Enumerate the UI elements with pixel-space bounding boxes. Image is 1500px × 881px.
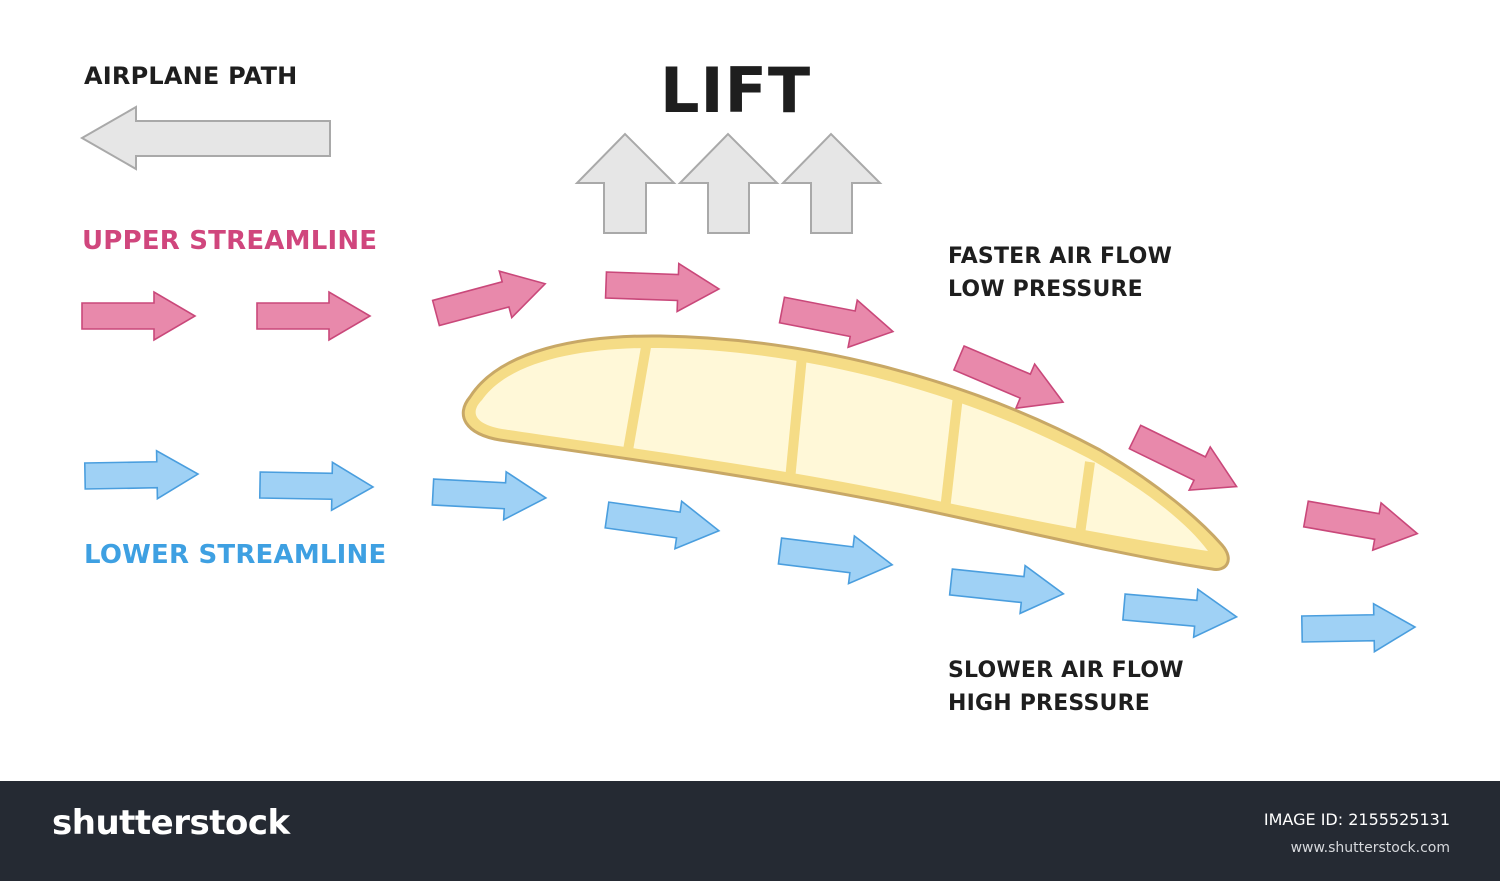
wing-rib xyxy=(622,346,651,457)
lower-flow-arrow-icon xyxy=(948,564,1065,615)
low-pressure-line: LOW PRESSURE xyxy=(948,277,1143,302)
airfoil-diagram xyxy=(79,105,1419,654)
lower-flow-arrow-icon xyxy=(777,534,894,585)
upper-flow-arrow-icon xyxy=(1128,424,1238,492)
wing-airfoil xyxy=(461,334,1230,571)
footer-image-id: IMAGE ID: 2155525131 xyxy=(1263,810,1450,829)
upper-streamline-label: UPPER STREAMLINE xyxy=(82,226,378,256)
upper-streamline-arrows xyxy=(81,262,1419,552)
upper-flow-arrow-icon xyxy=(778,296,895,349)
lift-title: LIFT xyxy=(660,54,812,127)
upper-flow-arrow-icon xyxy=(256,290,372,342)
upper-flow-arrow-icon xyxy=(604,262,721,313)
lower-flow-arrow-icon xyxy=(431,470,548,522)
lower-flow-arrow-icon xyxy=(1122,587,1239,639)
lower-flow-arrow-icon xyxy=(1300,602,1417,654)
lift-arrow-icon xyxy=(780,132,883,234)
lift-arrows xyxy=(574,132,883,234)
footer-brand-logo: shutterstock xyxy=(52,803,290,843)
faster-air-flow-label: FASTER AIR FLOW LOW PRESSURE xyxy=(948,240,1172,306)
lower-streamline-arrows xyxy=(83,449,1417,654)
wing-rib xyxy=(940,395,963,511)
upper-flow-arrow-icon xyxy=(952,344,1065,410)
slower-air-flow-line: SLOWER AIR FLOW xyxy=(948,658,1184,683)
lower-flow-arrow-icon xyxy=(258,460,375,512)
upper-flow-arrow-icon xyxy=(81,290,197,342)
lower-flow-arrow-icon xyxy=(604,499,721,551)
footer-url: www.shutterstock.com xyxy=(1290,840,1450,856)
lower-flow-arrow-icon xyxy=(83,449,200,501)
lower-streamline-label: LOWER STREAMLINE xyxy=(84,540,387,570)
airplane-path-label: AIRPLANE PATH xyxy=(84,62,298,90)
wing-inner-fill xyxy=(475,347,1208,551)
upper-flow-arrow-icon xyxy=(1302,500,1419,552)
airplane-path-arrow-icon xyxy=(79,105,331,171)
upper-flow-arrow-icon xyxy=(431,270,547,327)
wing-rib xyxy=(1075,461,1095,535)
lift-arrow-icon xyxy=(574,132,677,234)
faster-air-flow-line: FASTER AIR FLOW xyxy=(948,244,1173,269)
lift-arrow-icon xyxy=(677,132,780,234)
high-pressure-line: HIGH PRESSURE xyxy=(948,691,1150,716)
wing-rib xyxy=(785,355,807,481)
slower-air-flow-label: SLOWER AIR FLOW HIGH PRESSURE xyxy=(948,654,1184,720)
stock-footer-bar: shutterstock IMAGE ID: 2155525131 www.sh… xyxy=(0,781,1500,881)
